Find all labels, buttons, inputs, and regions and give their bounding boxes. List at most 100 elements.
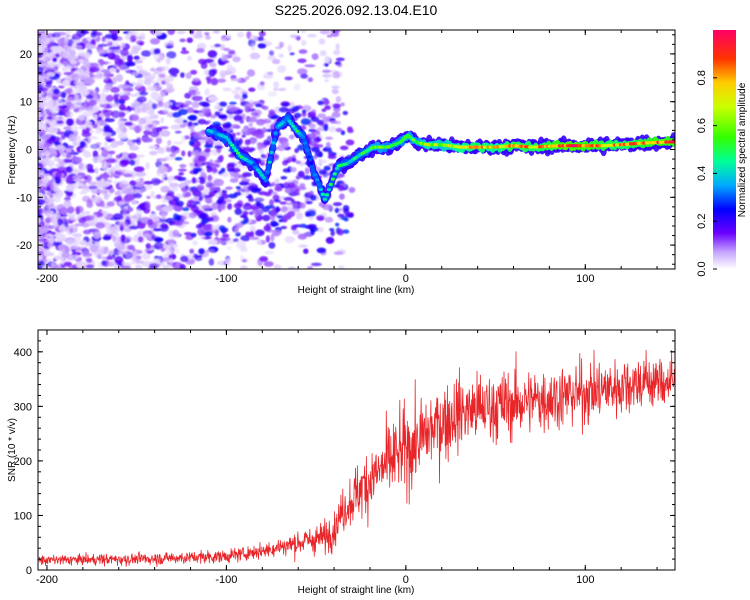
noise-speck bbox=[250, 34, 256, 40]
noise-speck bbox=[270, 115, 281, 120]
noise-speck bbox=[249, 211, 254, 216]
noise-speck bbox=[299, 202, 306, 209]
noise-speck bbox=[205, 76, 212, 81]
noise-speck bbox=[246, 69, 256, 77]
noise-speck bbox=[214, 145, 224, 150]
noise-speck bbox=[280, 176, 288, 180]
noise-speck bbox=[53, 176, 58, 180]
noise-speck bbox=[269, 50, 274, 57]
noise-speck bbox=[143, 129, 151, 136]
x-tick-label: -200 bbox=[36, 273, 58, 285]
noise-speck bbox=[49, 205, 59, 209]
noise-speck bbox=[38, 254, 43, 262]
noise-speck bbox=[204, 58, 214, 64]
noise-speck bbox=[244, 139, 251, 146]
noise-speck bbox=[347, 129, 354, 134]
noise-speck bbox=[43, 241, 49, 246]
noise-speck bbox=[162, 264, 168, 269]
noise-speck bbox=[88, 181, 98, 186]
noise-speck bbox=[151, 212, 158, 217]
noise-speck bbox=[167, 139, 172, 146]
noise-speck bbox=[342, 110, 348, 116]
ridge-core bbox=[313, 173, 318, 177]
noise-speck bbox=[149, 38, 161, 45]
noise-speck bbox=[142, 233, 152, 238]
noise-speck bbox=[228, 49, 236, 55]
y-tick-label: 0 bbox=[26, 145, 32, 157]
noise-speck bbox=[330, 31, 340, 37]
noise-speck bbox=[118, 180, 129, 185]
noise-speck bbox=[53, 196, 61, 203]
noise-speck bbox=[202, 224, 211, 231]
noise-speck bbox=[38, 121, 47, 129]
noise-speck bbox=[206, 168, 211, 173]
noise-speck bbox=[241, 134, 246, 138]
noise-speck bbox=[175, 200, 184, 207]
noise-speck bbox=[117, 201, 126, 206]
ridge-core bbox=[271, 141, 276, 145]
noise-speck bbox=[331, 85, 340, 89]
noise-speck bbox=[113, 49, 121, 53]
noise-speck bbox=[120, 107, 131, 111]
noise-speck bbox=[192, 253, 199, 259]
noise-speck bbox=[129, 30, 139, 37]
colorbar-tick-label: 0.6 bbox=[696, 118, 708, 133]
noise-speck bbox=[153, 242, 164, 250]
noise-speck bbox=[83, 176, 89, 180]
noise-speck bbox=[294, 112, 302, 119]
noise-speck bbox=[130, 49, 139, 54]
noise-speck bbox=[38, 66, 44, 74]
noise-speck bbox=[281, 102, 291, 107]
noise-speck bbox=[242, 210, 249, 216]
noise-speck bbox=[157, 70, 166, 79]
noise-speck bbox=[319, 50, 327, 57]
noise-speck bbox=[160, 247, 166, 253]
noise-speck bbox=[198, 101, 209, 107]
noise-speck bbox=[92, 150, 99, 157]
noise-speck bbox=[283, 182, 289, 188]
noise-speck bbox=[150, 91, 160, 100]
noise-speck bbox=[68, 133, 77, 142]
noise-speck bbox=[89, 244, 99, 253]
noise-speck bbox=[218, 225, 226, 232]
noise-speck bbox=[318, 38, 326, 45]
noise-speck bbox=[139, 91, 149, 96]
noise-speck bbox=[125, 252, 133, 259]
noise-speck bbox=[114, 99, 121, 105]
noise-speck bbox=[65, 166, 73, 173]
noise-speck bbox=[324, 62, 329, 67]
noise-speck bbox=[229, 101, 237, 105]
noise-speck bbox=[68, 215, 76, 221]
noise-speck bbox=[201, 205, 212, 210]
noise-speck bbox=[192, 109, 199, 114]
noise-speck bbox=[322, 69, 331, 74]
noise-speck bbox=[52, 88, 60, 95]
noise-speck bbox=[199, 212, 209, 220]
noise-speck bbox=[207, 239, 219, 246]
noise-speck bbox=[97, 43, 109, 47]
noise-speck bbox=[90, 31, 97, 38]
noise-speck bbox=[312, 155, 317, 160]
noise-speck bbox=[223, 47, 231, 52]
noise-speck bbox=[297, 233, 308, 240]
noise-speck bbox=[66, 110, 74, 119]
noise-speck bbox=[172, 195, 177, 201]
noise-speck bbox=[335, 96, 342, 103]
snr-x-ticks: -200 -100 0 100 bbox=[36, 330, 658, 586]
noise-speck bbox=[182, 207, 190, 212]
noise-speck bbox=[205, 35, 211, 40]
noise-speck bbox=[193, 122, 199, 126]
noise-speck bbox=[81, 247, 90, 255]
noise-speck bbox=[196, 184, 205, 191]
noise-speck bbox=[218, 170, 223, 175]
y-tick-label: 0 bbox=[26, 565, 32, 577]
noise-speck bbox=[161, 80, 166, 85]
ridge-core bbox=[269, 150, 274, 155]
noise-speck bbox=[220, 37, 227, 42]
ridge-core bbox=[291, 124, 296, 128]
noise-speck bbox=[88, 185, 98, 190]
noise-speck bbox=[39, 185, 46, 193]
noise-speck bbox=[101, 260, 106, 266]
noise-speck bbox=[135, 154, 145, 158]
noise-speck bbox=[61, 104, 68, 109]
